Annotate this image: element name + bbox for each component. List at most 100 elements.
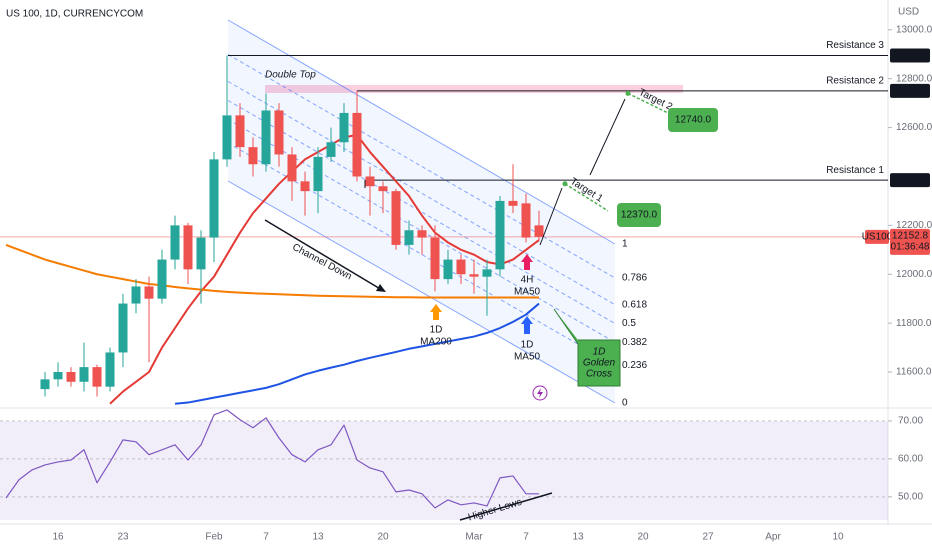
y-tick-label: 50.00: [898, 491, 923, 502]
candle-body: [235, 115, 245, 148]
channel-level-label: 0.618: [622, 299, 647, 310]
double-top-label: Double Top: [265, 70, 316, 81]
target-box: [617, 203, 661, 227]
price-tag-label: 12385.0: [892, 175, 929, 186]
candle-body: [66, 372, 76, 382]
resistance-zone: [265, 85, 683, 93]
candle-body: [53, 372, 63, 380]
candle-body: [40, 379, 50, 390]
golden-cross-label: Cross: [586, 369, 612, 380]
overlay: 11600.0 11800.0 12000.0 12200.0 12600.0 12800…: [52, 24, 932, 542]
y-tick-label: 60.00: [898, 454, 923, 465]
y-tick-label: 11800.0: [896, 318, 932, 329]
countdown: 01:36:48: [891, 242, 930, 253]
golden-cross-label: 1D: [593, 347, 606, 358]
candle-body: [456, 259, 466, 275]
ma50-4h-label: MA50: [514, 287, 541, 298]
candle-body: [482, 269, 492, 277]
event-icon: [537, 388, 543, 398]
resistance-label: Resistance 3: [826, 40, 884, 51]
resistance-label: Resistance 2: [826, 76, 884, 87]
candle-body: [261, 110, 271, 165]
arrow-head: [376, 284, 386, 292]
candle-body: [300, 181, 310, 192]
price-pane: [0, 19, 888, 405]
candle-body: [521, 203, 531, 238]
event-icon: [532, 385, 548, 401]
candle-body: [144, 286, 154, 299]
candle-body: [443, 259, 453, 280]
x-tick-label: 20: [637, 532, 649, 543]
channel-level-label: 0.5: [622, 318, 636, 329]
candle-body: [79, 367, 89, 382]
channel-line: [227, 19, 616, 245]
candle-body: [352, 112, 362, 177]
candle-body: [222, 115, 232, 160]
arrows: [264, 98, 626, 401]
symbol-tag: [865, 229, 889, 244]
x-tick-label: Mar: [465, 532, 483, 543]
ma50-4h-label: 4H: [521, 275, 534, 286]
channel-arrow: [264, 219, 383, 291]
price-tag: [890, 48, 930, 63]
candle-body: [469, 274, 479, 277]
y-tick-label: 12800.0: [896, 73, 932, 84]
channel-line: [227, 142, 616, 366]
y-tick-label: 12000.0: [896, 269, 932, 280]
x-tick-label: 23: [117, 532, 129, 543]
target-value: 12740.0: [675, 115, 712, 126]
target-arrow: [539, 187, 563, 246]
ma200-label: 1D: [430, 325, 443, 336]
candle-body: [508, 200, 518, 206]
golden-cross-box: [553, 308, 621, 387]
x-tick-label: 27: [702, 532, 714, 543]
chart-title: US 100, 1D, CURRENCYCOM: [6, 9, 143, 20]
symbol-label: US100: [862, 232, 893, 243]
x-tick-label: 13: [572, 532, 584, 543]
price-tag: [890, 83, 930, 98]
channel-level-label: 0: [622, 398, 628, 409]
candle-body: [170, 225, 180, 260]
candle-body: [391, 191, 401, 245]
moving-average: [174, 302, 540, 405]
candle-body: [105, 352, 115, 387]
target-line: [564, 183, 609, 212]
channel-level-label: 0.786: [622, 273, 647, 284]
moving-average: [109, 133, 540, 405]
candle-body: [183, 225, 193, 270]
channel-line: [227, 54, 616, 279]
x-tick-label: Apr: [765, 532, 781, 543]
candle-body: [326, 142, 336, 157]
candle-body: [209, 159, 219, 238]
y-tick-label: 13000.0: [896, 24, 932, 35]
y-tick-label: 11600.0: [896, 367, 932, 378]
candle-body: [365, 176, 375, 187]
x-tick-label: 10: [832, 532, 844, 543]
resistance-label: Resistance 1: [826, 165, 884, 176]
higher-lows-line: [459, 492, 553, 521]
ma200-label: MA200: [420, 337, 452, 348]
candle-body: [313, 156, 323, 192]
channel-level-label: 0.236: [622, 360, 647, 371]
price-tag: [890, 173, 930, 188]
candle-body: [430, 237, 440, 280]
ma50-1d-label: MA50: [514, 352, 541, 363]
channel-line: [227, 119, 616, 343]
candle-body: [157, 259, 167, 299]
channel-line: [227, 180, 616, 404]
rsi-line: [5, 409, 539, 509]
y-tick-label: 12200.0: [896, 220, 932, 231]
moving-average: [5, 243, 539, 299]
golden-cross-label: Golden: [583, 358, 616, 369]
arrow-up: [430, 304, 442, 320]
last-price-label: 12152.8: [892, 231, 929, 242]
x-tick-label: 20: [377, 532, 389, 543]
candle-body: [118, 303, 128, 353]
price-tag-label: 12895.0: [892, 50, 929, 61]
candle-body: [534, 225, 544, 237]
y-tick-label: 70.00: [898, 416, 923, 427]
channel-level-label: 0.382: [622, 337, 647, 348]
x-tick-label: 7: [523, 532, 529, 543]
x-tick-label: Feb: [205, 532, 223, 543]
